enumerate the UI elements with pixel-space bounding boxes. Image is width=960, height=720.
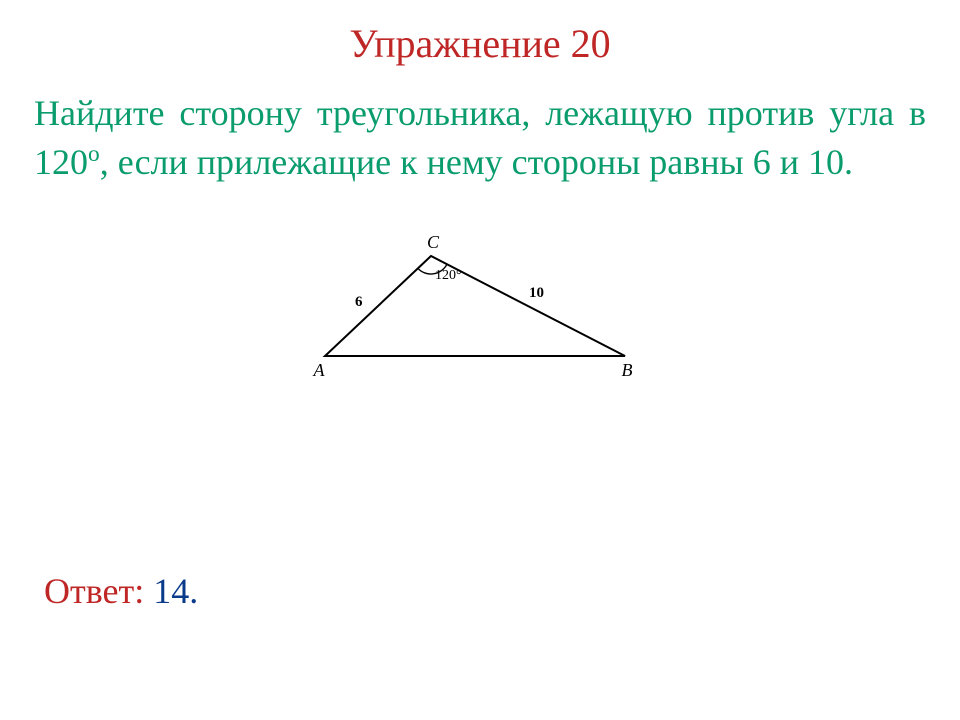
vertex-label-a: A xyxy=(313,360,326,380)
problem-text-post: , если прилежащие к нему стороны равны 6… xyxy=(100,142,853,182)
triangle-figure: A B C 6 10 120° xyxy=(30,226,930,391)
triangle-shape xyxy=(325,256,625,356)
answer-value: 14. xyxy=(144,571,198,611)
degree-superscript: о xyxy=(88,141,100,167)
angle-label: 120° xyxy=(435,268,462,283)
answer-label: Ответ: xyxy=(44,571,144,611)
triangle-svg: A B C 6 10 120° xyxy=(295,226,665,386)
answer-line: Ответ: 14. xyxy=(44,570,198,612)
side-label-ac: 6 xyxy=(355,294,363,310)
vertex-label-b: B xyxy=(622,360,633,380)
problem-statement: Найдите сторону треугольника, лежащую пр… xyxy=(30,89,930,186)
slide: Упражнение 20 Найдите сторону треугольни… xyxy=(0,0,960,720)
vertex-label-c: C xyxy=(427,232,440,252)
exercise-title: Упражнение 20 xyxy=(30,20,930,67)
side-label-cb: 10 xyxy=(529,285,544,301)
